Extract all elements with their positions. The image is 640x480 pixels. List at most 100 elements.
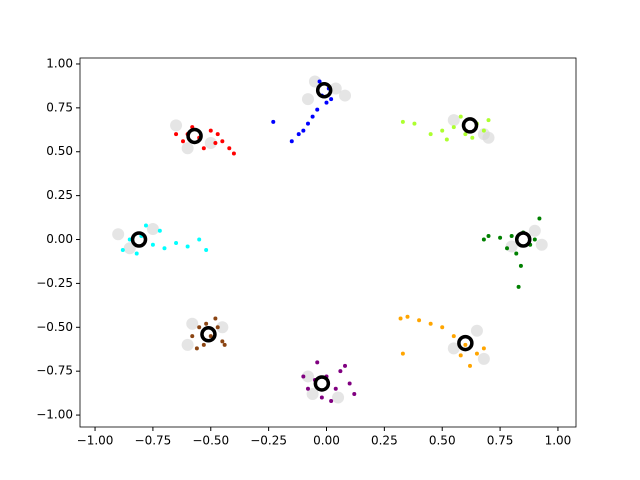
point	[451, 334, 456, 339]
x-tick-label: −0.50	[192, 434, 229, 448]
axes-frame	[79, 57, 577, 428]
x-tick-label: 1.00	[545, 434, 572, 448]
centroid	[186, 127, 203, 145]
point	[143, 223, 148, 228]
point	[181, 338, 194, 351]
point	[347, 381, 352, 386]
point	[213, 316, 218, 321]
point	[204, 136, 217, 149]
point	[440, 128, 445, 133]
y-tick-label: −0.25	[36, 276, 73, 290]
point	[289, 139, 294, 144]
point	[451, 125, 456, 130]
point	[463, 132, 468, 137]
point	[470, 135, 475, 140]
point	[440, 325, 445, 330]
point	[474, 351, 479, 356]
point	[213, 140, 218, 145]
point	[301, 370, 314, 383]
point	[315, 360, 320, 365]
point	[146, 222, 159, 235]
point	[329, 399, 334, 404]
point	[216, 321, 229, 334]
point	[428, 132, 433, 137]
point	[516, 284, 521, 289]
x-tick-label: −0.25	[250, 434, 287, 448]
point	[174, 132, 179, 137]
point	[398, 316, 403, 321]
point	[305, 386, 310, 391]
point	[186, 317, 199, 330]
point	[180, 139, 185, 144]
point	[301, 374, 306, 379]
point	[463, 342, 468, 347]
point	[329, 97, 334, 102]
point	[120, 248, 125, 253]
point	[222, 342, 227, 347]
point	[352, 391, 357, 396]
point	[204, 248, 209, 253]
point	[467, 363, 472, 368]
centroid	[514, 231, 532, 248]
point	[271, 119, 276, 124]
point	[112, 228, 125, 241]
point	[310, 114, 315, 119]
point	[301, 93, 314, 106]
point	[190, 334, 195, 339]
plot-area	[80, 58, 576, 427]
centroid	[315, 82, 333, 99]
point	[123, 242, 136, 255]
point	[170, 119, 183, 132]
point	[417, 318, 422, 323]
point	[305, 121, 310, 126]
centroid	[130, 231, 148, 248]
point	[201, 146, 206, 151]
point	[231, 151, 236, 156]
point	[317, 79, 322, 84]
point	[535, 238, 548, 251]
point	[332, 391, 345, 404]
point	[505, 240, 518, 253]
x-tick-label: −0.75	[135, 434, 172, 448]
point	[486, 118, 491, 123]
point	[486, 234, 491, 239]
point	[458, 353, 463, 358]
point	[215, 132, 220, 137]
point	[162, 246, 167, 251]
point	[157, 228, 162, 233]
point	[338, 369, 343, 374]
point	[194, 346, 199, 351]
point	[528, 224, 541, 237]
x-tick-label: 0.50	[429, 434, 456, 448]
point	[509, 234, 514, 239]
point	[329, 82, 342, 95]
point	[185, 244, 190, 249]
point	[324, 100, 329, 105]
x-tick-label: −1.00	[77, 434, 114, 448]
point	[482, 131, 495, 144]
point	[505, 246, 510, 251]
point	[537, 216, 542, 221]
x-tick-label: 0.00	[313, 434, 340, 448]
point	[319, 395, 324, 400]
y-tick-label: 1.00	[46, 56, 73, 70]
centroid	[461, 117, 479, 134]
point	[343, 363, 348, 368]
point	[301, 128, 306, 133]
point	[204, 321, 209, 326]
point	[458, 114, 463, 119]
point	[127, 237, 132, 242]
y-tick-label: 0.25	[46, 188, 73, 202]
point	[220, 339, 225, 344]
y-tick-label: −1.00	[36, 408, 73, 422]
y-tick-label: −0.50	[36, 320, 73, 334]
point	[518, 263, 523, 268]
point	[447, 114, 460, 127]
point	[134, 251, 139, 256]
y-tick-label: 0.50	[46, 144, 73, 158]
point	[447, 342, 460, 355]
point	[197, 325, 202, 330]
point	[315, 107, 320, 112]
point	[481, 128, 486, 133]
